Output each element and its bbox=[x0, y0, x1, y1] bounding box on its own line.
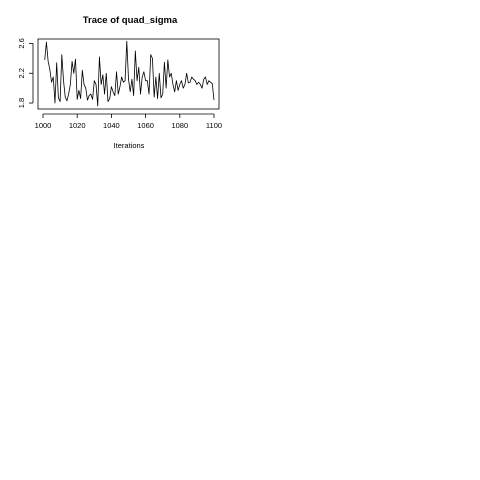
series-group bbox=[44, 40, 215, 107]
x-tick-label: 1040 bbox=[103, 121, 120, 130]
y-tick-label: 2.2 bbox=[17, 68, 26, 78]
plot-frame bbox=[37, 38, 220, 110]
x-tick-label: 1060 bbox=[137, 121, 154, 130]
x-axis-title: Iterations bbox=[114, 141, 145, 150]
trace-line-series-0 bbox=[44, 40, 215, 107]
y-tick-label: 1.8 bbox=[17, 98, 26, 108]
x-tick-label: 1000 bbox=[35, 121, 52, 130]
y-axis: 1.8 2.2 2.6 bbox=[17, 38, 34, 108]
y-tick-label: 2.6 bbox=[17, 38, 26, 48]
x-axis: 1000 1020 1040 1060 1080 1100 bbox=[35, 113, 222, 130]
chart-title: Trace of quad_sigma bbox=[83, 15, 178, 26]
x-tick-label: 1080 bbox=[171, 121, 188, 130]
x-tick-label: 1100 bbox=[206, 121, 222, 130]
x-tick-label: 1020 bbox=[69, 121, 86, 130]
